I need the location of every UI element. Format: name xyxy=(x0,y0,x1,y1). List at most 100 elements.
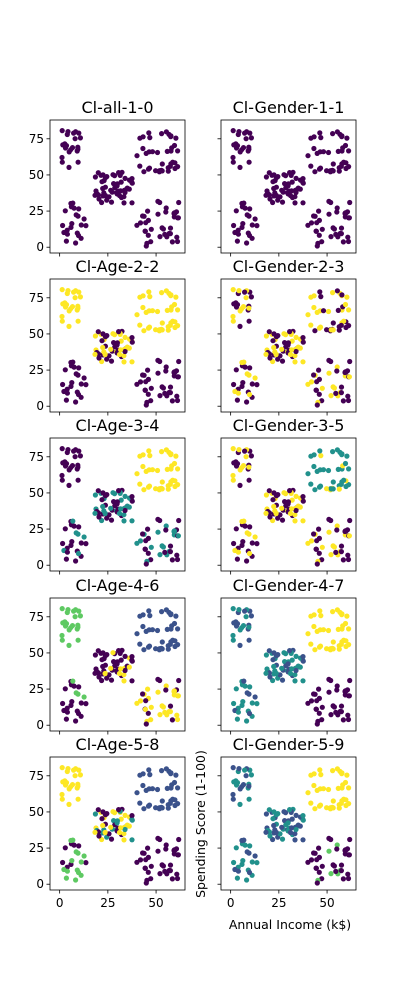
data-point xyxy=(338,709,344,715)
data-point xyxy=(247,206,253,212)
data-point xyxy=(145,710,151,716)
data-point xyxy=(75,318,81,324)
axes-frame xyxy=(220,756,357,891)
data-point xyxy=(330,320,336,326)
data-point xyxy=(108,187,114,193)
data-point xyxy=(92,351,98,357)
data-point xyxy=(233,208,239,214)
data-point xyxy=(325,149,332,156)
data-point xyxy=(334,364,340,370)
data-point xyxy=(252,534,258,540)
data-point xyxy=(118,506,124,512)
data-point xyxy=(171,688,177,695)
data-point xyxy=(289,506,295,512)
data-point xyxy=(241,359,247,365)
data-point xyxy=(338,543,345,549)
data-point xyxy=(248,294,254,300)
data-point xyxy=(345,234,351,240)
data-point xyxy=(174,871,180,877)
data-point xyxy=(317,767,323,773)
data-point xyxy=(173,135,179,141)
data-point xyxy=(159,768,165,774)
data-point xyxy=(263,510,269,516)
data-point xyxy=(311,293,317,299)
data-point xyxy=(154,627,161,634)
data-point xyxy=(240,699,246,705)
data-point xyxy=(271,344,277,351)
data-point xyxy=(104,492,110,498)
data-point xyxy=(69,623,76,629)
data-point xyxy=(175,466,181,472)
panel-1: Cl-Gender-1-1 xyxy=(217,98,357,257)
data-point xyxy=(335,626,341,633)
data-point xyxy=(108,836,115,842)
data-point xyxy=(285,501,291,507)
data-point xyxy=(230,472,236,479)
data-point xyxy=(66,482,72,488)
panel-3: Cl-Gender-2-3 xyxy=(217,257,357,416)
data-point xyxy=(330,449,336,455)
data-point xyxy=(314,721,320,727)
data-point xyxy=(75,232,82,239)
data-point xyxy=(254,382,260,388)
data-point xyxy=(292,194,298,200)
data-point xyxy=(230,632,236,639)
data-point xyxy=(338,862,345,868)
data-point xyxy=(314,628,320,635)
data-point xyxy=(240,623,247,629)
y-tick-label: 0 xyxy=(36,399,44,413)
data-point xyxy=(237,467,243,473)
data-point xyxy=(175,801,181,807)
data-point xyxy=(157,393,163,399)
data-point xyxy=(157,646,163,652)
data-point xyxy=(305,471,311,477)
y-tick-label: 0 xyxy=(36,558,44,572)
data-point xyxy=(160,544,166,550)
data-point xyxy=(64,231,70,237)
data-point xyxy=(167,543,174,549)
data-point xyxy=(342,688,348,695)
data-point xyxy=(246,477,252,483)
data-point xyxy=(234,875,240,881)
data-point xyxy=(271,503,277,510)
axes-frame xyxy=(220,437,357,572)
data-point xyxy=(300,498,306,504)
data-point xyxy=(341,637,347,643)
data-point xyxy=(305,312,311,318)
data-point xyxy=(96,196,102,202)
data-point xyxy=(118,666,124,672)
data-point xyxy=(231,540,237,547)
data-point xyxy=(328,486,334,492)
data-point xyxy=(174,552,180,558)
data-point xyxy=(73,558,79,564)
data-point xyxy=(263,829,269,835)
data-point xyxy=(154,786,161,793)
data-point xyxy=(270,179,276,185)
data-point xyxy=(237,482,243,488)
data-point xyxy=(338,225,345,231)
data-point xyxy=(287,351,294,358)
data-point xyxy=(157,805,163,811)
data-point xyxy=(242,767,248,773)
data-point xyxy=(237,642,243,649)
data-point xyxy=(334,683,340,689)
data-point xyxy=(297,664,303,670)
data-point xyxy=(157,712,163,718)
data-point xyxy=(121,200,127,206)
data-point xyxy=(114,183,120,189)
data-point xyxy=(121,194,127,200)
data-point xyxy=(318,453,324,459)
data-point xyxy=(110,490,116,496)
data-point xyxy=(66,164,72,170)
data-point xyxy=(339,451,345,457)
data-point xyxy=(237,801,243,808)
data-point xyxy=(167,481,173,487)
data-point xyxy=(157,552,163,558)
data-point xyxy=(76,524,82,530)
data-point xyxy=(342,301,349,308)
data-point xyxy=(233,686,239,692)
data-point xyxy=(175,307,181,313)
data-point xyxy=(129,654,135,660)
data-point xyxy=(328,393,334,399)
data-point xyxy=(240,221,246,227)
